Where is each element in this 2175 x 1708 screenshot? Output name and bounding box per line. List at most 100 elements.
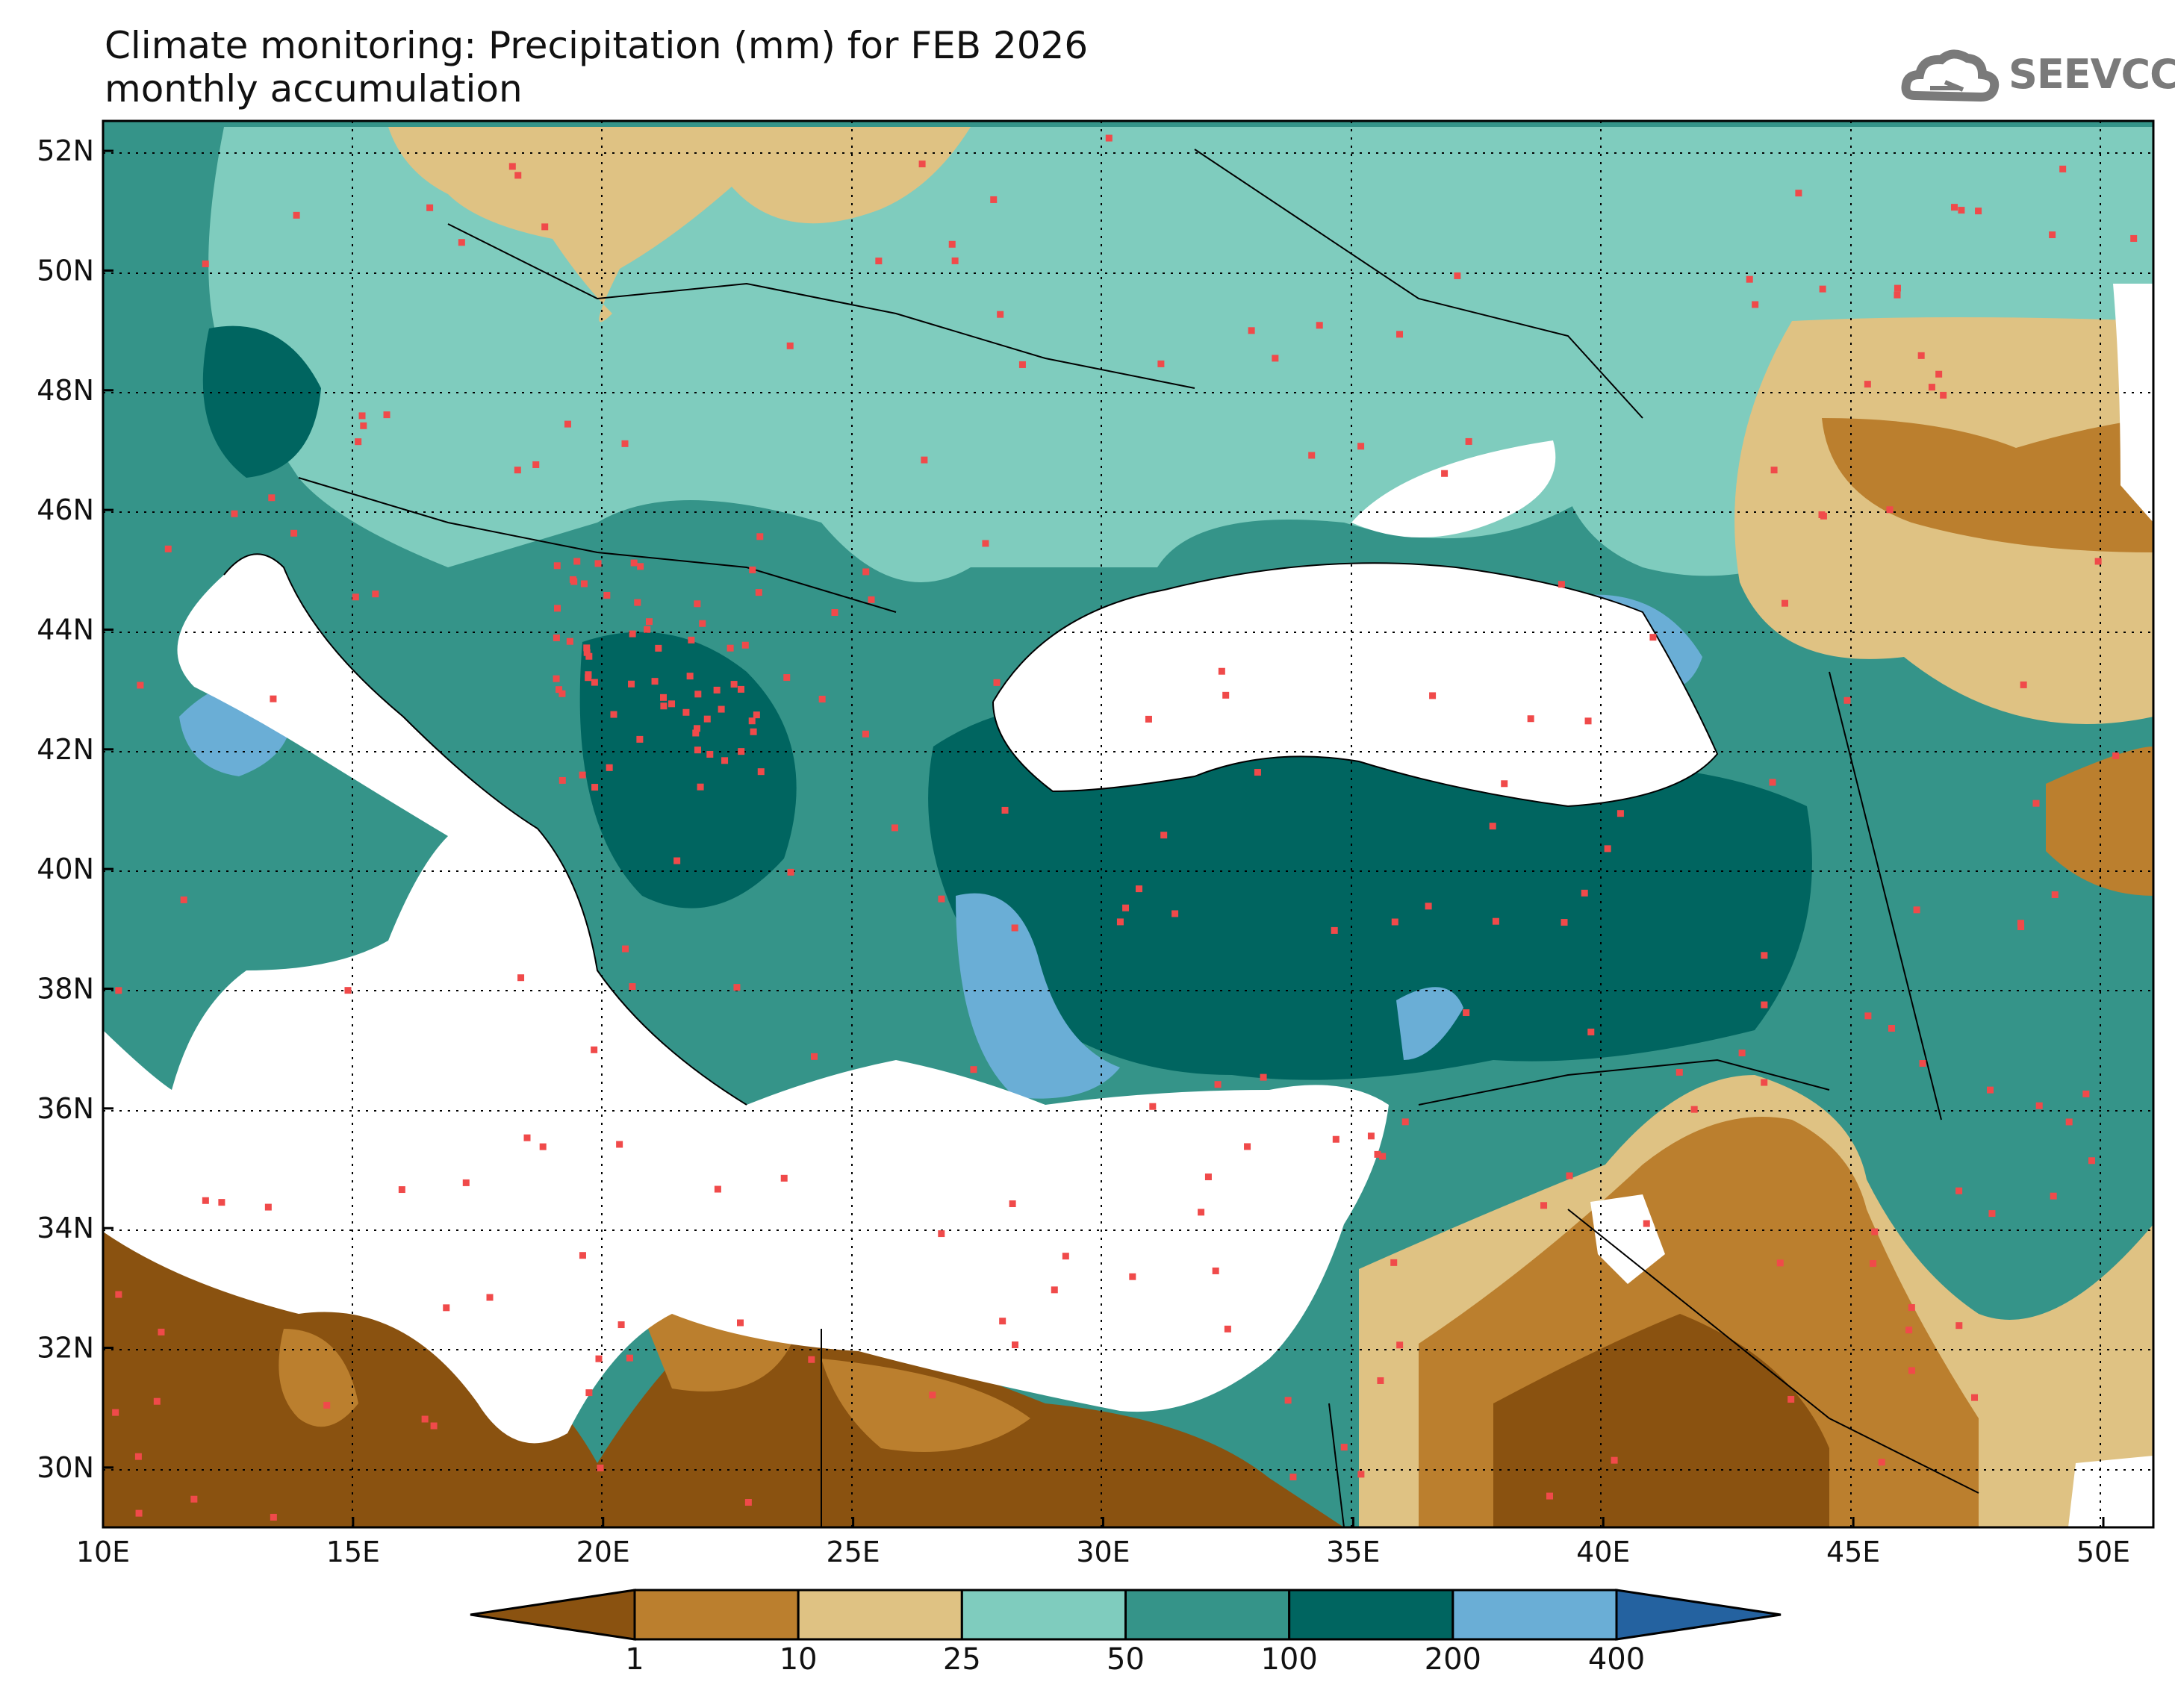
station-marker	[539, 1143, 547, 1150]
lat-tick-label: 36N	[37, 1092, 94, 1125]
station-marker	[982, 540, 989, 547]
station-marker	[2059, 165, 2067, 172]
station-marker	[1198, 1209, 1205, 1216]
black-sea	[993, 563, 1717, 806]
missing-data-area	[1590, 1194, 1665, 1284]
station-marker	[1441, 470, 1449, 477]
station-marker	[730, 681, 738, 688]
lon-tick-label: 35E	[1326, 1536, 1380, 1568]
lon-tick-label: 40E	[1576, 1536, 1630, 1568]
station-marker	[938, 1230, 945, 1238]
station-marker	[682, 708, 690, 716]
region-fill	[279, 1329, 358, 1427]
station-marker	[514, 467, 521, 474]
station-marker	[508, 163, 516, 170]
colorbar-label: 10	[779, 1642, 818, 1677]
region-fill	[1396, 987, 1463, 1060]
station-marker	[579, 1252, 586, 1259]
station-marker	[1886, 506, 1894, 514]
station-marker	[591, 1046, 598, 1053]
station-marker	[1752, 301, 1759, 308]
colorbar-label: 200	[1424, 1642, 1482, 1677]
station-marker	[2032, 800, 2040, 807]
station-marker	[1864, 381, 1871, 388]
station-marker	[999, 1318, 1006, 1325]
station-marker	[517, 974, 525, 982]
station-marker	[862, 730, 869, 738]
station-marker	[694, 747, 701, 754]
station-marker	[190, 1495, 198, 1503]
station-marker	[626, 1354, 633, 1362]
station-marker	[997, 311, 1004, 318]
station-marker	[1454, 272, 1461, 279]
station-marker	[218, 1199, 225, 1206]
station-marker	[692, 729, 700, 737]
station-marker	[1913, 906, 1920, 914]
lat-tick-label: 34N	[37, 1212, 94, 1244]
station-marker	[541, 223, 549, 231]
station-marker	[1136, 885, 1143, 893]
lon-tick-label: 20E	[576, 1536, 630, 1568]
region-fill	[821, 1359, 1030, 1452]
lon-tick-label: 25E	[826, 1536, 880, 1568]
lon-tick-label: 15E	[326, 1536, 380, 1568]
lat-tick-label: 44N	[37, 613, 94, 646]
station-marker	[594, 560, 602, 567]
station-marker	[1975, 208, 1982, 215]
map-title: Climate monitoring: Precipitation (mm) f…	[105, 24, 1089, 67]
station-marker	[270, 1513, 277, 1521]
station-marker	[443, 1304, 450, 1312]
station-marker	[1367, 1132, 1375, 1140]
station-marker	[1761, 1001, 1768, 1009]
station-marker	[1062, 1253, 1069, 1260]
station-marker	[634, 599, 641, 606]
station-marker	[553, 605, 561, 612]
lat-tick-label: 52N	[37, 134, 94, 167]
station-marker	[180, 896, 187, 903]
station-marker	[231, 510, 238, 517]
station-marker	[1951, 204, 1958, 211]
station-marker	[591, 784, 599, 791]
station-marker	[558, 690, 566, 697]
station-marker	[1391, 918, 1398, 926]
station-marker	[628, 680, 635, 688]
station-marker	[430, 1422, 438, 1430]
station-marker	[264, 1203, 272, 1211]
station-marker	[1888, 1025, 1895, 1032]
station-marker	[780, 1174, 788, 1182]
station-marker	[1540, 1202, 1548, 1209]
station-marker	[1781, 599, 1788, 607]
station-marker	[721, 757, 729, 764]
station-marker	[1971, 1394, 1979, 1401]
colorbar-segment	[960, 1589, 1127, 1641]
station-marker	[713, 686, 721, 694]
station-marker	[1308, 452, 1316, 459]
station-marker	[726, 644, 734, 652]
station-marker	[135, 1509, 143, 1517]
station-marker	[655, 644, 662, 652]
cloud-icon	[1901, 49, 2000, 102]
station-marker	[1401, 1118, 1409, 1126]
station-marker	[358, 412, 366, 420]
station-marker	[938, 895, 945, 903]
station-marker	[2082, 1090, 2090, 1097]
lon-tick-label: 10E	[76, 1536, 130, 1568]
station-marker	[1871, 1228, 1879, 1235]
station-marker	[1377, 1377, 1384, 1384]
station-marker	[202, 1197, 209, 1204]
station-marker	[1894, 284, 1901, 292]
lon-tick-label: 45E	[1826, 1536, 1880, 1568]
station-marker	[918, 160, 926, 168]
station-marker	[756, 533, 764, 540]
map-subtitle: monthly accumulation	[105, 67, 523, 110]
station-marker	[811, 1053, 818, 1060]
station-marker	[616, 1141, 623, 1148]
station-marker	[718, 705, 725, 713]
station-marker	[1649, 634, 1657, 641]
station-marker	[1584, 717, 1592, 725]
colorbar-segment	[1124, 1589, 1291, 1641]
station-marker	[1396, 1341, 1404, 1349]
station-marker	[1501, 780, 1508, 788]
station-marker	[951, 257, 959, 264]
station-marker	[1492, 917, 1499, 925]
